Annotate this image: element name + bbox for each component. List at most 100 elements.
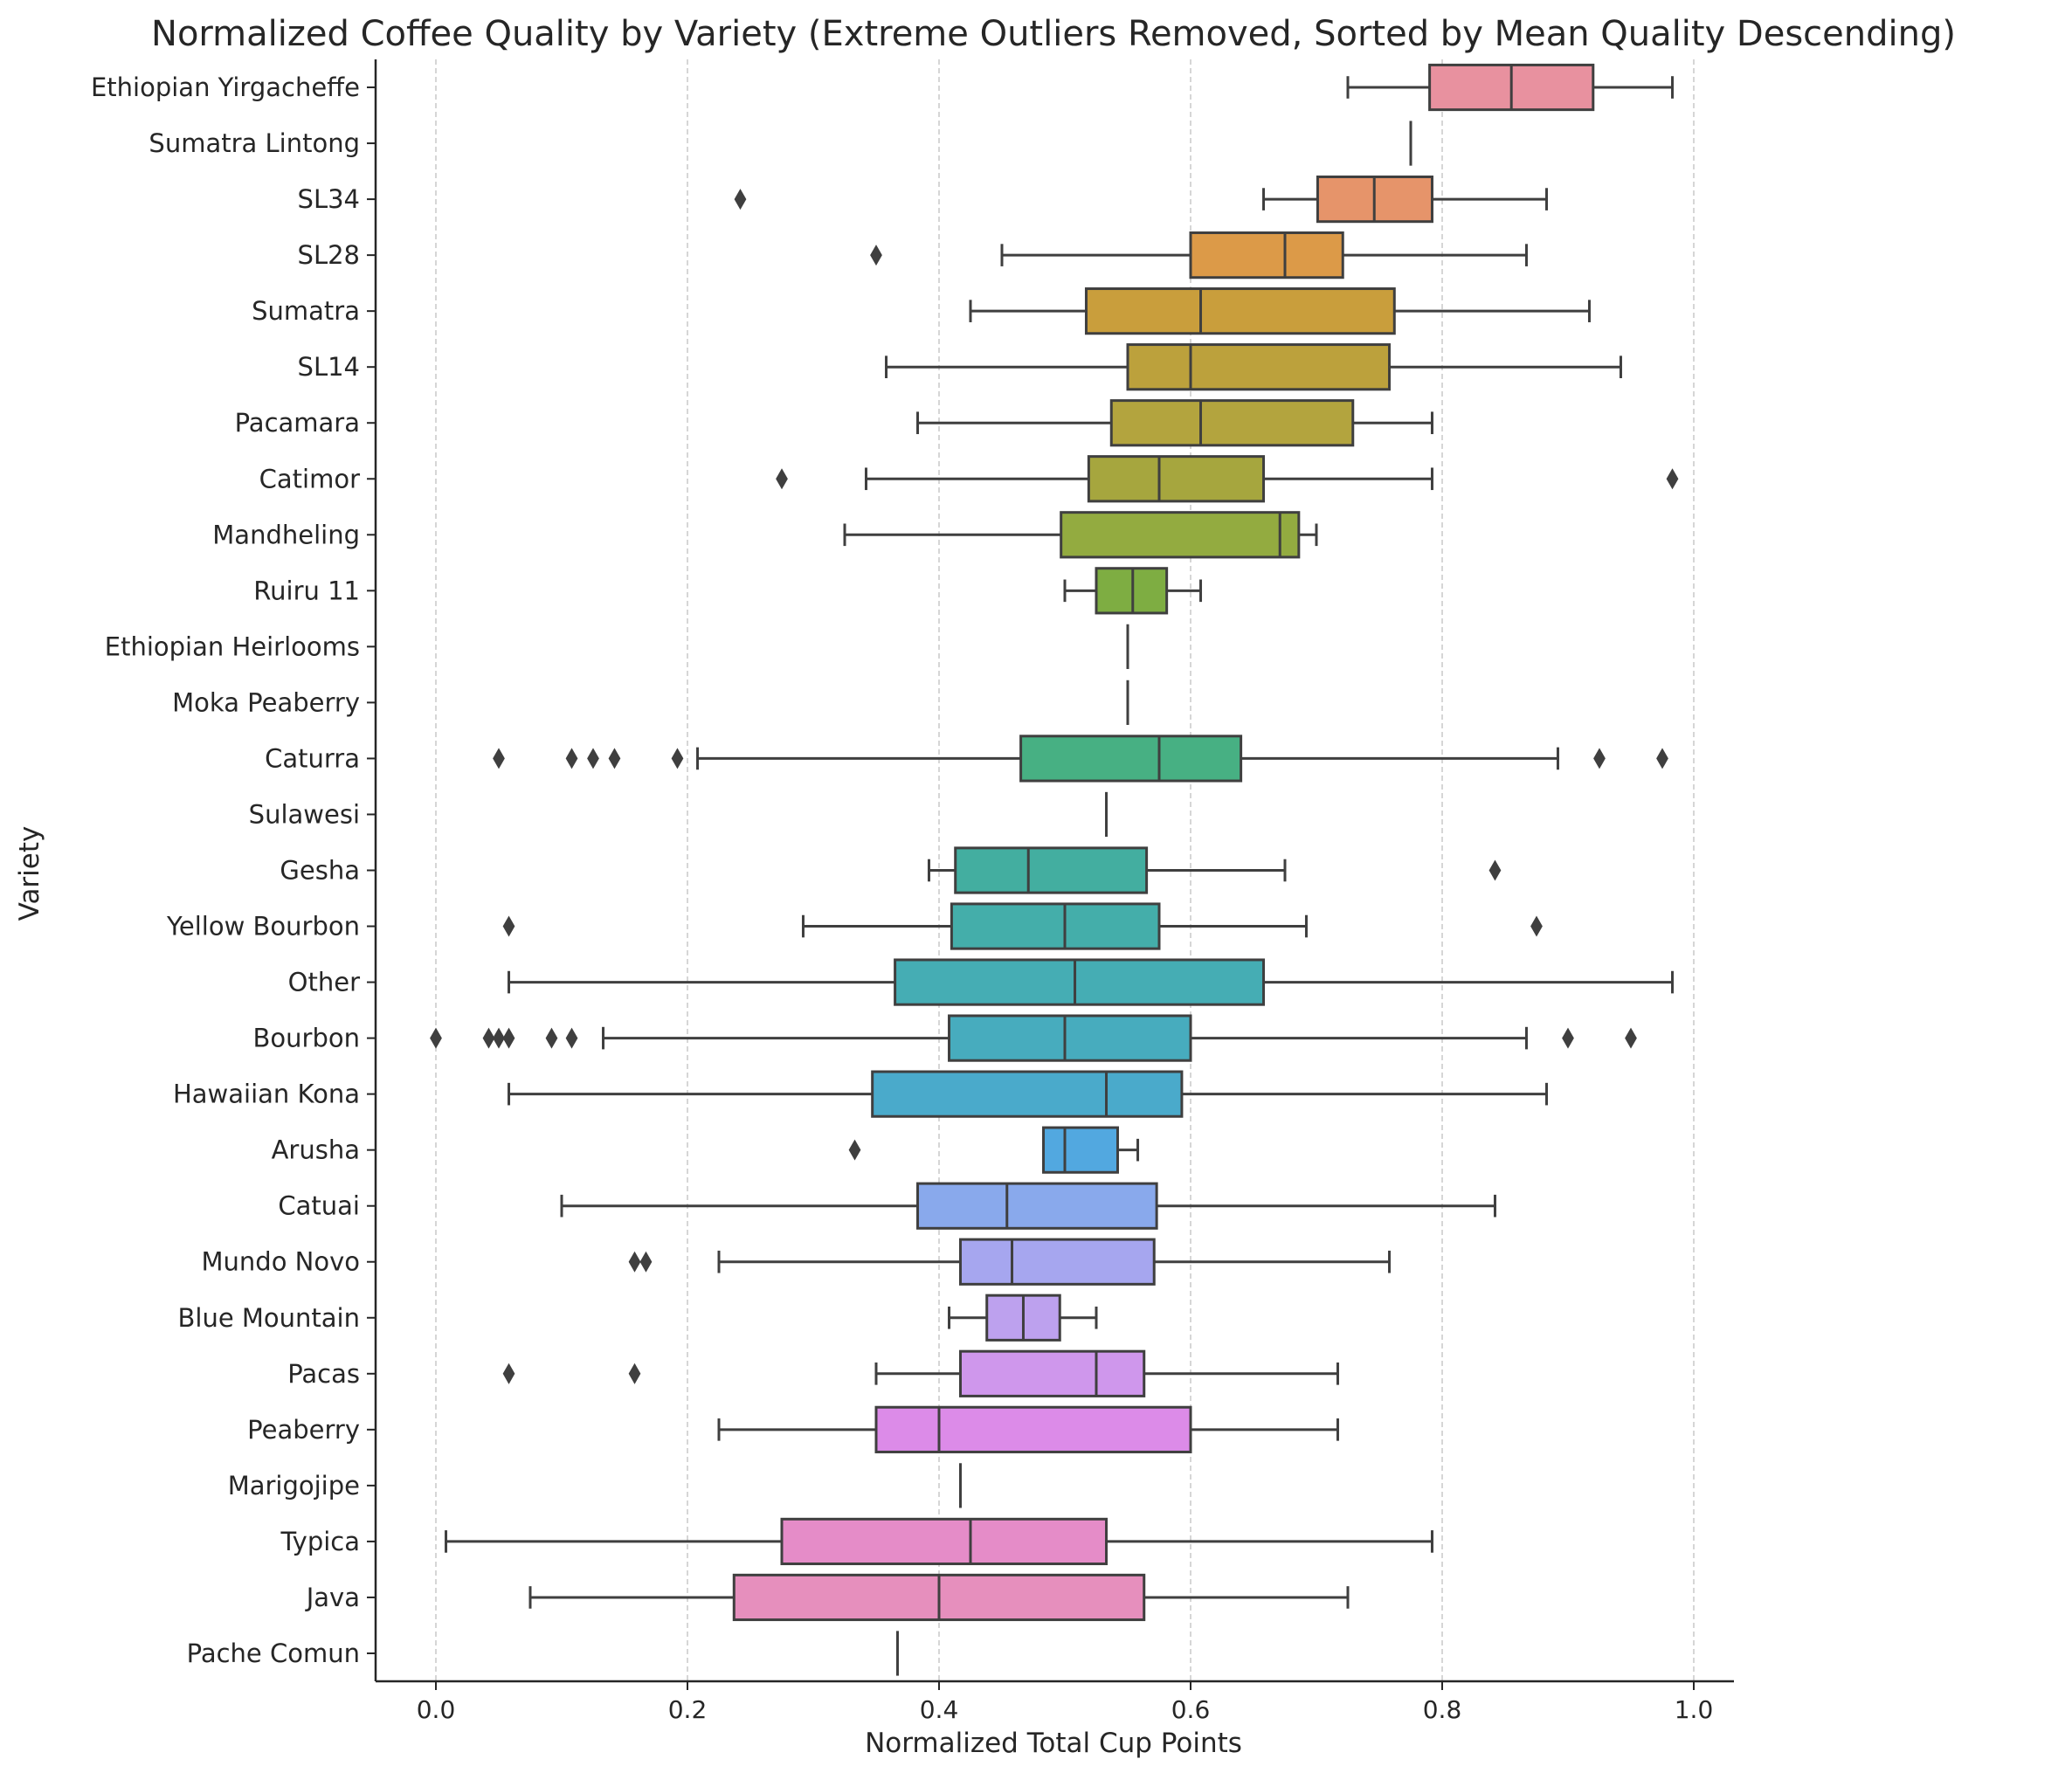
outlier-point [545,1027,558,1049]
x-tick-layer: 0.0 0.2 0.4 0.6 0.8 1.0 [417,1681,1714,1724]
outlier-point [502,1027,515,1049]
box-group [776,455,1679,503]
iqr-box [948,1014,1192,1062]
box-group [848,1126,1140,1174]
outlier-point [628,1363,641,1384]
box-group [430,1014,1637,1062]
y-tick-label: Caturra [265,743,360,773]
box-group [560,1182,1496,1230]
y-tick-label: Marigojipe [228,1471,360,1500]
outlier-point [502,915,515,937]
iqr-box [958,1238,1156,1286]
y-tick-label: Mandheling [212,520,360,549]
iqr-box [780,1517,1109,1566]
chart-title: Normalized Coffee Quality by Variety (Ex… [151,14,1956,54]
y-tick-label: SL28 [298,240,360,270]
iqr-box [1084,287,1396,335]
outlier-point [430,1027,442,1049]
y-tick-label: Sumatra [252,296,360,326]
box-group [870,231,1528,279]
box-group [1063,567,1203,615]
y-tick-label: Catuai [278,1191,360,1221]
iqr-box [874,1405,1192,1453]
y-tick-label: Yellow Bourbon [166,912,360,942]
x-tick-label: 1.0 [1675,1695,1714,1724]
outlier-point [734,189,747,210]
outlier-point [1562,1027,1574,1049]
x-tick-label: 0.2 [668,1695,708,1724]
iqr-box [916,1182,1158,1230]
y-tick-label: Bourbon [253,1024,360,1053]
box-group [717,1405,1339,1453]
outlier-point [628,1251,641,1273]
y-tick-layer: Ethiopian Yirgacheffe Sumatra Lintong SL34… [91,72,376,1668]
y-tick-label: SL34 [298,184,360,214]
iqr-box [1087,455,1266,503]
iqr-box [1189,231,1344,279]
box-group [493,735,1668,783]
box-group [502,1349,1339,1397]
outlier-point [639,1251,653,1273]
box-group [916,399,1433,447]
box-group [445,1517,1433,1566]
iqr-box [1019,735,1243,783]
y-tick-label: Java [305,1583,360,1612]
y-tick-label: Catimor [259,464,360,493]
y-tick-label: Ruiru 11 [253,576,360,605]
iqr-box [1109,399,1355,447]
y-tick-label: Typica [280,1527,360,1556]
outlier-point [870,245,882,266]
iqr-box [871,1070,1184,1118]
outlier-point [565,1027,578,1049]
iqr-box [954,846,1149,894]
box-group [948,1294,1098,1342]
box-group [1346,63,1675,112]
outlier-point [493,748,505,769]
box-layer [430,63,1679,1676]
x-tick-label: 0.6 [1171,1695,1211,1724]
y-tick-label: Sumatra Lintong [148,128,360,158]
box-group [508,1070,1549,1118]
iqr-box [950,902,1161,950]
outlier-point [1656,748,1668,769]
y-tick-label: Ethiopian Yirgacheffe [91,72,360,102]
outlier-point [776,468,788,490]
y-axis-label: Variety [14,826,45,921]
outlier-point [493,1027,505,1049]
y-tick-label: Sulawesi [249,799,360,829]
iqr-box [1126,343,1392,391]
outlier-point [1666,468,1679,490]
outlier-point [1625,1027,1637,1049]
iqr-box [894,958,1266,1006]
y-tick-label: Moka Peaberry [172,687,360,717]
iqr-box [1042,1126,1119,1174]
y-tick-label: Pacas [287,1359,360,1389]
x-axis-label: Normalized Total Cup Points [865,1728,1242,1759]
y-tick-label: Arusha [272,1135,360,1165]
box-group [885,343,1622,391]
y-tick-label: Mundo Novo [202,1247,361,1277]
y-tick-label: Other [288,968,360,997]
box-group [628,1238,1392,1286]
outlier-point [608,748,621,769]
outlier-point [1593,748,1606,769]
iqr-box [958,1349,1146,1397]
y-tick-label: SL14 [298,352,360,382]
box-group [508,958,1675,1006]
box-group [734,175,1549,224]
box-group [969,287,1591,335]
outlier-point [1530,915,1543,937]
x-tick-label: 0.8 [1423,1695,1462,1724]
outlier-point [848,1139,861,1161]
x-tick-label: 0.4 [920,1695,959,1724]
y-tick-label: Gesha [280,856,360,886]
y-tick-label: Blue Mountain [178,1303,361,1333]
outlier-point [671,748,684,769]
y-tick-label: Peaberry [247,1415,360,1445]
x-tick-label: 0.0 [417,1695,456,1724]
outlier-point [1488,859,1502,881]
box-group [502,902,1543,950]
y-tick-label: Pache Comun [187,1638,360,1668]
